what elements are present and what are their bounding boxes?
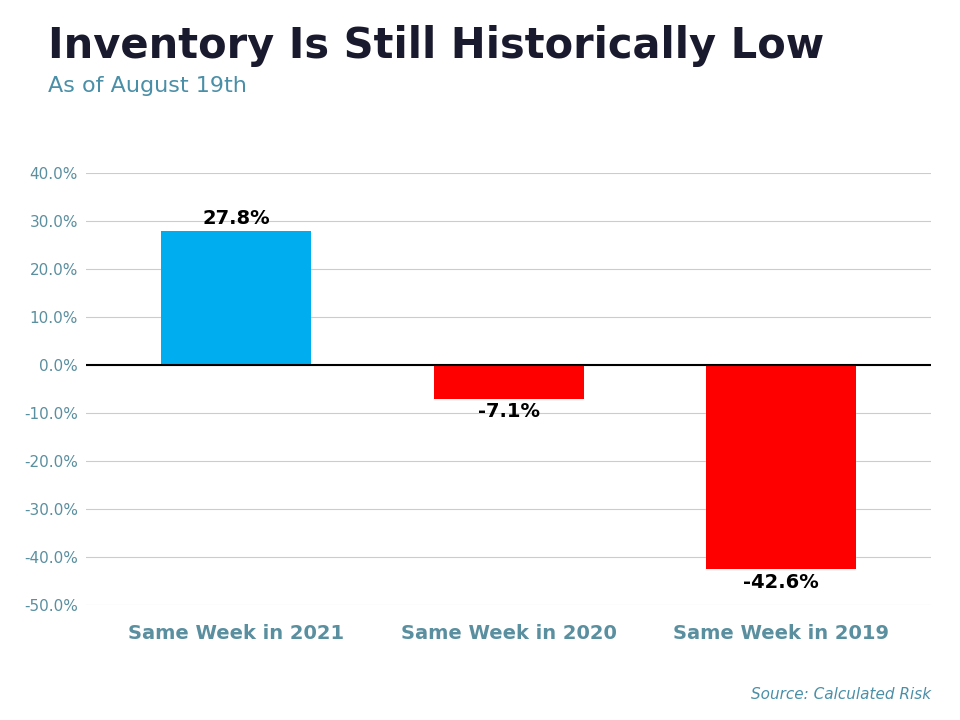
Text: -7.1%: -7.1% <box>478 402 540 421</box>
Bar <box>707 365 856 570</box>
Text: As of August 19th: As of August 19th <box>48 76 247 96</box>
Text: 27.8%: 27.8% <box>203 209 270 228</box>
Text: Inventory Is Still Historically Low: Inventory Is Still Historically Low <box>48 25 825 67</box>
Bar <box>434 365 584 399</box>
Bar <box>161 231 311 365</box>
Text: -42.6%: -42.6% <box>743 572 819 592</box>
Text: Source: Calculated Risk: Source: Calculated Risk <box>751 687 931 702</box>
